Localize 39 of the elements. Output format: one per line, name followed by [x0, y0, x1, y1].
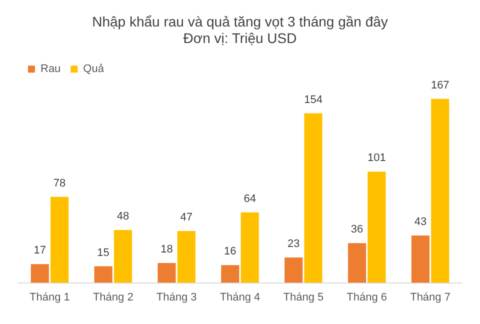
- bar: [221, 265, 240, 283]
- data-label: 48: [116, 210, 130, 222]
- bar: [304, 113, 322, 283]
- data-label: 101: [368, 152, 386, 164]
- data-label: 36: [350, 224, 364, 236]
- data-label: 18: [160, 244, 173, 256]
- x-tick-label: Tháng 2: [92, 291, 134, 304]
- legend-label: Quả: [83, 63, 105, 76]
- x-tick-label: Tháng 6: [346, 291, 388, 304]
- x-tick-label: Tháng 5: [283, 291, 324, 304]
- bar: [94, 266, 112, 283]
- x-tick-label: Tháng 4: [220, 291, 260, 304]
- bar: [50, 196, 69, 283]
- x-tick-label: Tháng 3: [156, 291, 197, 304]
- data-label: 16: [224, 246, 236, 258]
- bar: [411, 235, 430, 283]
- bar: [348, 243, 366, 283]
- bar: [431, 98, 450, 283]
- bar: [114, 230, 132, 283]
- data-label: 154: [304, 94, 322, 106]
- bar: [177, 231, 196, 283]
- bar: [368, 172, 386, 283]
- data-label: 17: [34, 244, 46, 257]
- chart-subtitle: Đơn vị: Triệu USD: [183, 30, 297, 46]
- chart-title: Nhập khẩu rau và quả tăng vọt 3 tháng gần đây: [92, 13, 388, 30]
- data-label: 47: [180, 212, 193, 224]
- data-label: 23: [287, 238, 300, 250]
- data-label: 15: [97, 246, 110, 259]
- x-tick-label: Tháng 7: [410, 291, 450, 304]
- legend-label: Rau: [40, 63, 61, 76]
- data-label: 43: [414, 216, 427, 228]
- bar: [284, 257, 303, 283]
- data-label: 78: [53, 177, 66, 190]
- bar: [158, 262, 176, 283]
- bar: [30, 264, 49, 283]
- x-tick-label: Tháng 1: [30, 291, 70, 304]
- data-label: 64: [244, 192, 256, 205]
- bar: [240, 212, 259, 283]
- data-label: 167: [430, 79, 450, 92]
